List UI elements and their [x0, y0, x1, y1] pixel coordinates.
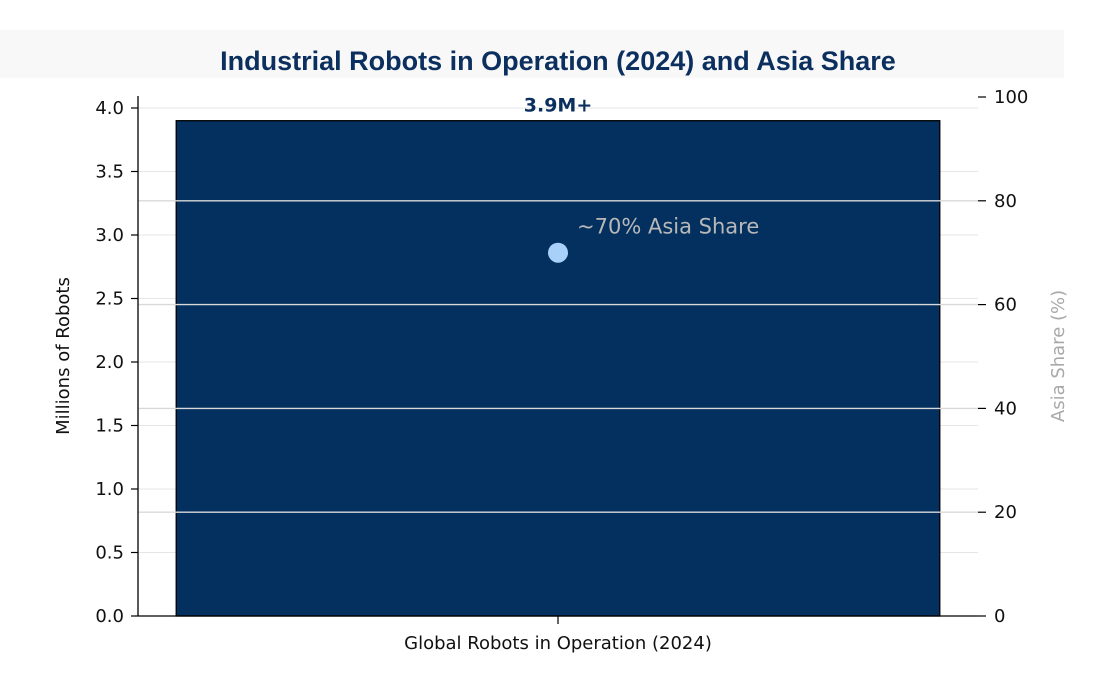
left-ticks: 0.0 0.5 1.0 1.5 2.0 2.5 3.0 3.5 4.0: [95, 98, 138, 627]
left-tick-label: 1.0: [95, 479, 124, 500]
bar-value-label: 3.9M+: [524, 95, 593, 117]
right-tick-label: 100: [994, 87, 1028, 108]
right-tick-label: 80: [994, 191, 1017, 212]
left-tick-label: 1.5: [95, 416, 124, 437]
left-tick-label: 0.5: [95, 543, 124, 564]
annotation-label: ~70% Asia Share: [577, 215, 759, 239]
left-tick-label: 4.0: [95, 98, 124, 119]
right-tick-label: 0: [994, 606, 1005, 627]
left-tick-label: 0.0: [95, 606, 124, 627]
y-axis-right-label: Asia Share (%): [1048, 290, 1069, 422]
title-band: [0, 30, 1064, 78]
right-tick-label: 20: [994, 502, 1017, 523]
y-axis-label: Millions of Robots: [53, 277, 74, 435]
left-tick-label: 2.0: [95, 352, 124, 373]
grid-right: [138, 200, 978, 513]
bar: [175, 120, 941, 617]
right-tick-label: 40: [994, 398, 1017, 419]
right-tick-label: 60: [994, 295, 1017, 316]
asia-share-point: [548, 242, 568, 263]
labels: 3.9M+ ~70% Asia Share: [524, 95, 759, 239]
x-tick-label: Global Robots in Operation (2024): [404, 633, 712, 654]
left-tick-label: 3.5: [95, 162, 124, 183]
points: [548, 242, 568, 263]
left-tick-label: 2.5: [95, 289, 124, 310]
x-ticks: Global Robots in Operation (2024): [404, 616, 712, 654]
bars: [175, 120, 941, 617]
chart-title: Industrial Robots in Operation (2024) an…: [220, 46, 896, 76]
left-tick-label: 3.0: [95, 225, 124, 246]
right-ticks: 0 20 40 60 80 100: [978, 87, 1028, 627]
